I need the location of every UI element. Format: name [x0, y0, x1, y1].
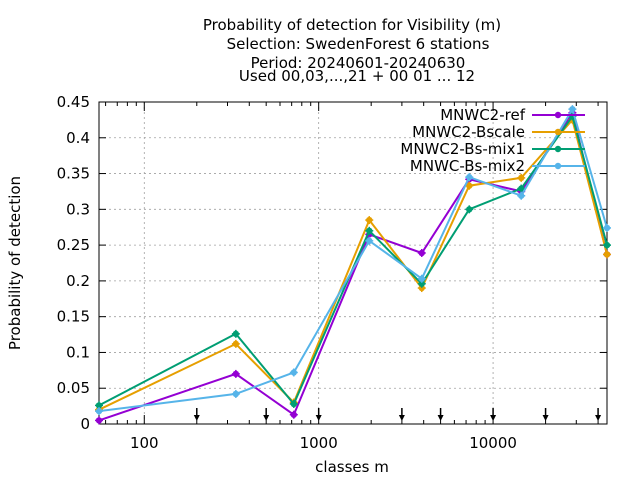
x-tick-label: 100 [130, 434, 159, 452]
series-MNWC2-Bscale [95, 115, 611, 414]
legend-marker [554, 128, 562, 136]
boundary-arrow-head [263, 415, 270, 421]
legend-label: MNWC2-Bs-mix1 [400, 140, 525, 158]
y-tick-label: 0.45 [57, 93, 90, 111]
y-tick-label: 0.3 [66, 200, 90, 218]
y-tick-label: 0.05 [57, 379, 90, 397]
series-lines [95, 105, 611, 425]
y-tick-label: 0 [80, 415, 90, 433]
boundary-arrow-head [542, 415, 549, 421]
y-axis-label: Probability of detection [6, 176, 24, 350]
boundary-arrow-head [193, 415, 200, 421]
legend: MNWC2-refMNWC2-BscaleMNWC2-Bs-mix1MNWC-B… [400, 106, 585, 175]
boundary-arrow-head [595, 415, 602, 421]
title-line-3: Period: 20240601-20240630 [251, 54, 466, 72]
x-axis-label: classes m [315, 458, 389, 476]
legend-label: MNWC2-Bscale [412, 123, 525, 141]
boundary-arrow-head [398, 415, 405, 421]
boundary-arrow-head [490, 415, 497, 421]
axes: 0 0.05 0.1 0.15 0.2 0.25 0.3 0.35 0.4 0.45 100 1000… [57, 93, 608, 452]
grid [99, 102, 607, 424]
legend-label: MNWC-Bs-mix2 [410, 157, 525, 175]
series-MNWC2-Bs-mix1 [95, 112, 611, 410]
title-line-4: Used 00,03,...,21 + 00 01 ... 12 [239, 67, 475, 85]
y-tick-label: 0.2 [66, 272, 90, 290]
boundary-arrow-head [315, 415, 322, 421]
plot-border [98, 101, 608, 425]
chart-title: Probability of detection for Visibility … [203, 16, 501, 85]
x-tick-label: 10000 [469, 434, 517, 452]
boundary-arrow-head [437, 415, 444, 421]
y-tick-label: 0.15 [57, 308, 90, 326]
title-line-2: Selection: SwedenForest 6 stations [227, 35, 490, 53]
x-tick-label: 1000 [300, 434, 338, 452]
legend-label: MNWC2-ref [440, 106, 525, 124]
title-line-1: Probability of detection for Visibility … [203, 16, 501, 34]
y-tick-label: 0.1 [66, 343, 90, 361]
series-MNWC-Bs-mix2 [95, 105, 611, 416]
legend-marker [554, 145, 562, 153]
y-tick-label: 0.4 [66, 129, 90, 147]
legend-marker [554, 162, 562, 170]
y-tick-label: 0.25 [57, 236, 90, 254]
y-tick-label: 0.35 [57, 165, 90, 183]
class-boundary-arrows [193, 408, 602, 421]
legend-marker [554, 111, 562, 119]
